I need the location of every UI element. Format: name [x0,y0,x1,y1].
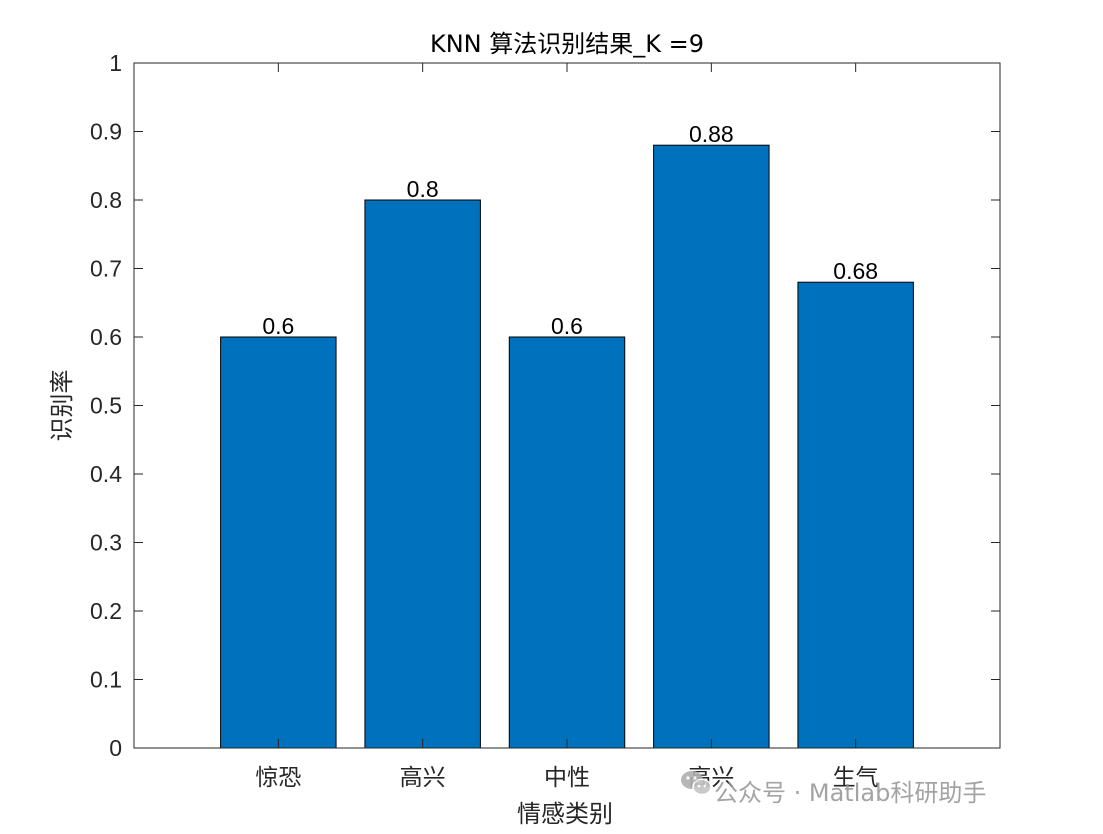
y-tick-label: 1 [109,50,122,76]
bar-4 [653,144,770,749]
bar-2 [364,199,481,749]
watermark: 公众号 · Matlab科研助手 [681,771,986,807]
y-ticks-group: 0 0.1 0.2 0.3 0.4 0.5 0.6 0.7 0.8 0.9 1 [90,50,1000,761]
bars-group [220,144,914,749]
y-tick-label: 0.3 [90,530,122,556]
y-tick-label: 0.6 [90,324,122,350]
y-tick-label: 0.4 [90,461,122,487]
data-label-2: 0.8 [407,176,439,202]
y-tick-label: 0.2 [90,598,122,624]
chart-title: KNN 算法识别结果_K =9 [430,30,704,58]
data-label-1: 0.6 [262,313,294,339]
y-tick-label: 0.1 [90,667,122,693]
y-tick-label: 0.8 [90,187,122,213]
x-tick-label: 惊恐 [255,765,301,791]
x-tick-label: 中性 [544,765,590,791]
watermark-text: 公众号 · Matlab科研助手 [714,779,986,807]
y-axis-label: 识别率 [48,370,76,442]
data-label-5: 0.68 [833,258,878,284]
y-tick-label: 0.5 [90,393,122,419]
y-tick-label: 0.7 [90,256,122,282]
data-label-4: 0.88 [689,121,734,147]
data-label-3: 0.6 [551,313,583,339]
y-tick-label: 0.9 [90,119,122,145]
wechat-icon [681,771,712,796]
y-tick-label: 0 [109,735,122,761]
bar-5 [797,281,914,749]
bar-3 [508,336,626,749]
bar-1 [220,336,337,749]
x-axis-label: 情感类别 [517,800,613,828]
x-tick-label: 高兴 [400,765,446,791]
data-labels-group: 0.6 0.8 0.6 0.88 0.68 [262,121,878,339]
x-tick-label: 生气 [833,765,879,791]
